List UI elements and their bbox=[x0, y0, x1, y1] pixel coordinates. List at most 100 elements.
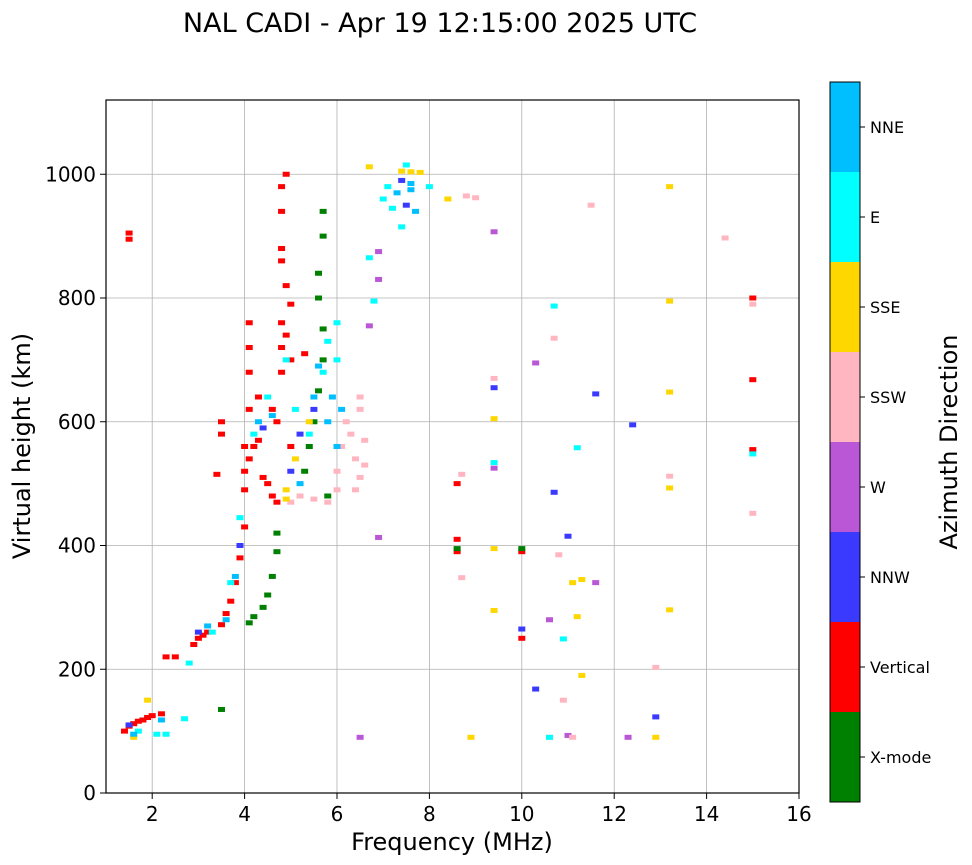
echo-point-e bbox=[365, 255, 373, 261]
echo-point-e bbox=[162, 731, 170, 737]
echo-point-e bbox=[550, 303, 558, 309]
echo-point-e bbox=[490, 460, 498, 466]
colorbar: X-mode Vertical NNW W SSW SSE E NNE bbox=[829, 81, 931, 803]
echo-point-ssw bbox=[287, 499, 295, 505]
echo-point-vertical bbox=[148, 713, 156, 719]
echo-point-vertical bbox=[278, 184, 286, 190]
echo-point-ssw bbox=[356, 474, 364, 480]
echo-point-sse bbox=[490, 416, 498, 422]
echo-point-vertical bbox=[278, 369, 286, 375]
grid bbox=[106, 100, 800, 794]
echo-point-nne bbox=[222, 617, 230, 623]
echo-point-e bbox=[305, 431, 313, 437]
echo-point-vertical bbox=[245, 345, 253, 350]
y-tick-label: 0 bbox=[83, 781, 96, 805]
echo-point-ssw bbox=[351, 456, 359, 462]
echo-point-x-mode bbox=[319, 357, 327, 363]
echo-point-nnw bbox=[125, 722, 133, 728]
echo-point-sse bbox=[467, 734, 475, 740]
echo-point-x-mode bbox=[319, 233, 327, 239]
echo-point-e bbox=[384, 184, 392, 190]
echo-point-x-mode bbox=[259, 604, 267, 610]
echo-point-e bbox=[379, 196, 387, 202]
echo-point-e bbox=[333, 320, 341, 326]
y-tick-label: 800 bbox=[58, 286, 96, 310]
echo-point-ssw bbox=[555, 552, 563, 558]
echo-point-w bbox=[375, 249, 383, 255]
echo-point-sse bbox=[365, 164, 373, 170]
echo-point-sse bbox=[130, 734, 138, 740]
echo-point-ssw bbox=[347, 431, 355, 437]
echo-point-vertical bbox=[287, 357, 295, 363]
echo-point-nnw bbox=[550, 489, 558, 495]
echo-point-e bbox=[319, 369, 327, 375]
echo-point-nne bbox=[328, 394, 336, 400]
echo-point-vertical bbox=[162, 654, 170, 660]
echo-point-w bbox=[356, 734, 364, 740]
colorbar-swatch bbox=[830, 442, 860, 532]
echo-point-sse bbox=[407, 169, 415, 175]
echo-point-ssw bbox=[356, 394, 364, 400]
echo-point-e bbox=[370, 298, 378, 304]
echo-point-w bbox=[490, 465, 498, 471]
echo-point-e bbox=[291, 406, 299, 412]
echo-point-nne bbox=[407, 187, 415, 193]
echo-point-w bbox=[592, 580, 600, 586]
echo-point-e bbox=[333, 357, 341, 363]
colorbar-tick-label: NNW bbox=[870, 568, 910, 587]
echo-point-vertical bbox=[254, 394, 262, 400]
echo-point-x-mode bbox=[268, 573, 276, 579]
colorbar-swatch bbox=[830, 622, 860, 712]
echo-point-w bbox=[564, 732, 572, 738]
echo-point-nnw bbox=[490, 385, 498, 391]
echo-point-vertical bbox=[241, 487, 249, 493]
echo-point-vertical bbox=[199, 632, 207, 638]
y-tick-label: 1000 bbox=[45, 162, 96, 186]
echo-point-sse bbox=[444, 196, 452, 202]
plot-frame bbox=[105, 99, 800, 794]
echo-point-nnw bbox=[402, 202, 410, 208]
echo-point-nne bbox=[407, 181, 415, 187]
echo-point-sse bbox=[569, 580, 577, 586]
echo-point-x-mode bbox=[273, 530, 281, 536]
echo-point-e bbox=[153, 731, 161, 737]
echo-point-vertical bbox=[236, 555, 244, 561]
x-tick-label: 2 bbox=[146, 802, 159, 826]
echo-point-vertical bbox=[268, 493, 276, 499]
echo-point-ssw bbox=[587, 202, 595, 208]
echo-point-w bbox=[532, 360, 540, 366]
echo-point-vertical bbox=[218, 622, 225, 628]
echo-point-w bbox=[490, 229, 498, 235]
echo-point-vertical bbox=[268, 406, 276, 412]
echo-point-nne bbox=[412, 208, 420, 214]
echo-point-vertical bbox=[453, 536, 461, 542]
echo-point-sse bbox=[416, 169, 424, 175]
colorbar-tick-label: E bbox=[870, 208, 880, 227]
echo-point-vertical bbox=[749, 295, 757, 301]
echo-point-e bbox=[324, 338, 332, 344]
echo-point-vertical bbox=[278, 258, 286, 264]
echo-point-vertical bbox=[282, 171, 290, 177]
colorbar-tick-label: Vertical bbox=[870, 658, 930, 677]
echo-point-vertical bbox=[218, 431, 225, 437]
echo-point-vertical bbox=[287, 301, 295, 307]
echo-point-vertical bbox=[282, 332, 290, 338]
echo-point-ssw bbox=[333, 487, 341, 493]
echo-point-vertical bbox=[254, 437, 262, 443]
y-axis-label: Virtual height (km) bbox=[8, 333, 36, 559]
echo-point-vertical bbox=[190, 642, 198, 647]
echo-point-vertical bbox=[125, 236, 133, 242]
echo-point-vertical bbox=[144, 715, 152, 721]
x-axis-label: Frequency (MHz) bbox=[351, 828, 553, 856]
echo-point-sse bbox=[666, 184, 674, 190]
echo-point-ssw bbox=[559, 697, 567, 703]
echo-point-e bbox=[181, 716, 189, 722]
echo-point-vertical bbox=[749, 377, 757, 383]
echo-point-vertical bbox=[134, 718, 142, 724]
echo-point-vertical bbox=[287, 444, 295, 449]
echo-point-nne bbox=[338, 406, 346, 412]
echo-point-nne bbox=[393, 190, 401, 196]
echo-point-vertical bbox=[245, 369, 253, 375]
echo-point-ssw bbox=[458, 471, 466, 477]
